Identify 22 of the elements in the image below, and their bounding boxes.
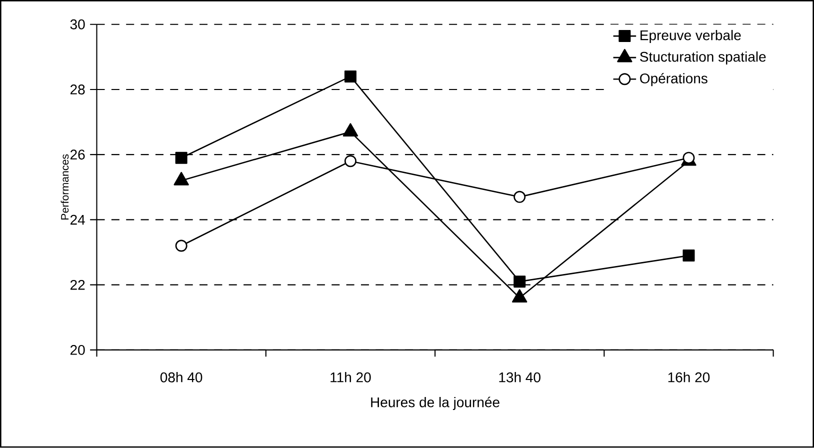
point — [175, 152, 188, 164]
point — [344, 70, 356, 83]
y-tick-label: 26 — [70, 150, 85, 160]
x-tick-label: 16h 20 — [668, 372, 710, 382]
legend-label: Opérations — [640, 73, 708, 86]
x-tick-label: 11h 20 — [330, 372, 371, 382]
y-tick-label: 28 — [70, 84, 85, 95]
point — [514, 191, 526, 204]
x-axis-title: Heures de la journée — [371, 396, 500, 410]
x-tick-label: 08h 40 — [160, 372, 202, 382]
legend-label: Epreuve verbale — [640, 30, 741, 44]
y-tick-label: 22 — [70, 280, 85, 290]
point — [682, 250, 695, 262]
point — [175, 240, 188, 252]
y-axis-title: Performances — [60, 154, 69, 220]
point — [344, 155, 356, 168]
y-tick-label: 30 — [70, 20, 85, 30]
y-tick-label: 20 — [70, 345, 85, 356]
y-tick-label: 24 — [70, 214, 85, 225]
x-tick-label: 13h 40 — [499, 372, 540, 382]
legend-label: Stucturation spatiale — [640, 52, 766, 65]
point — [514, 276, 526, 288]
